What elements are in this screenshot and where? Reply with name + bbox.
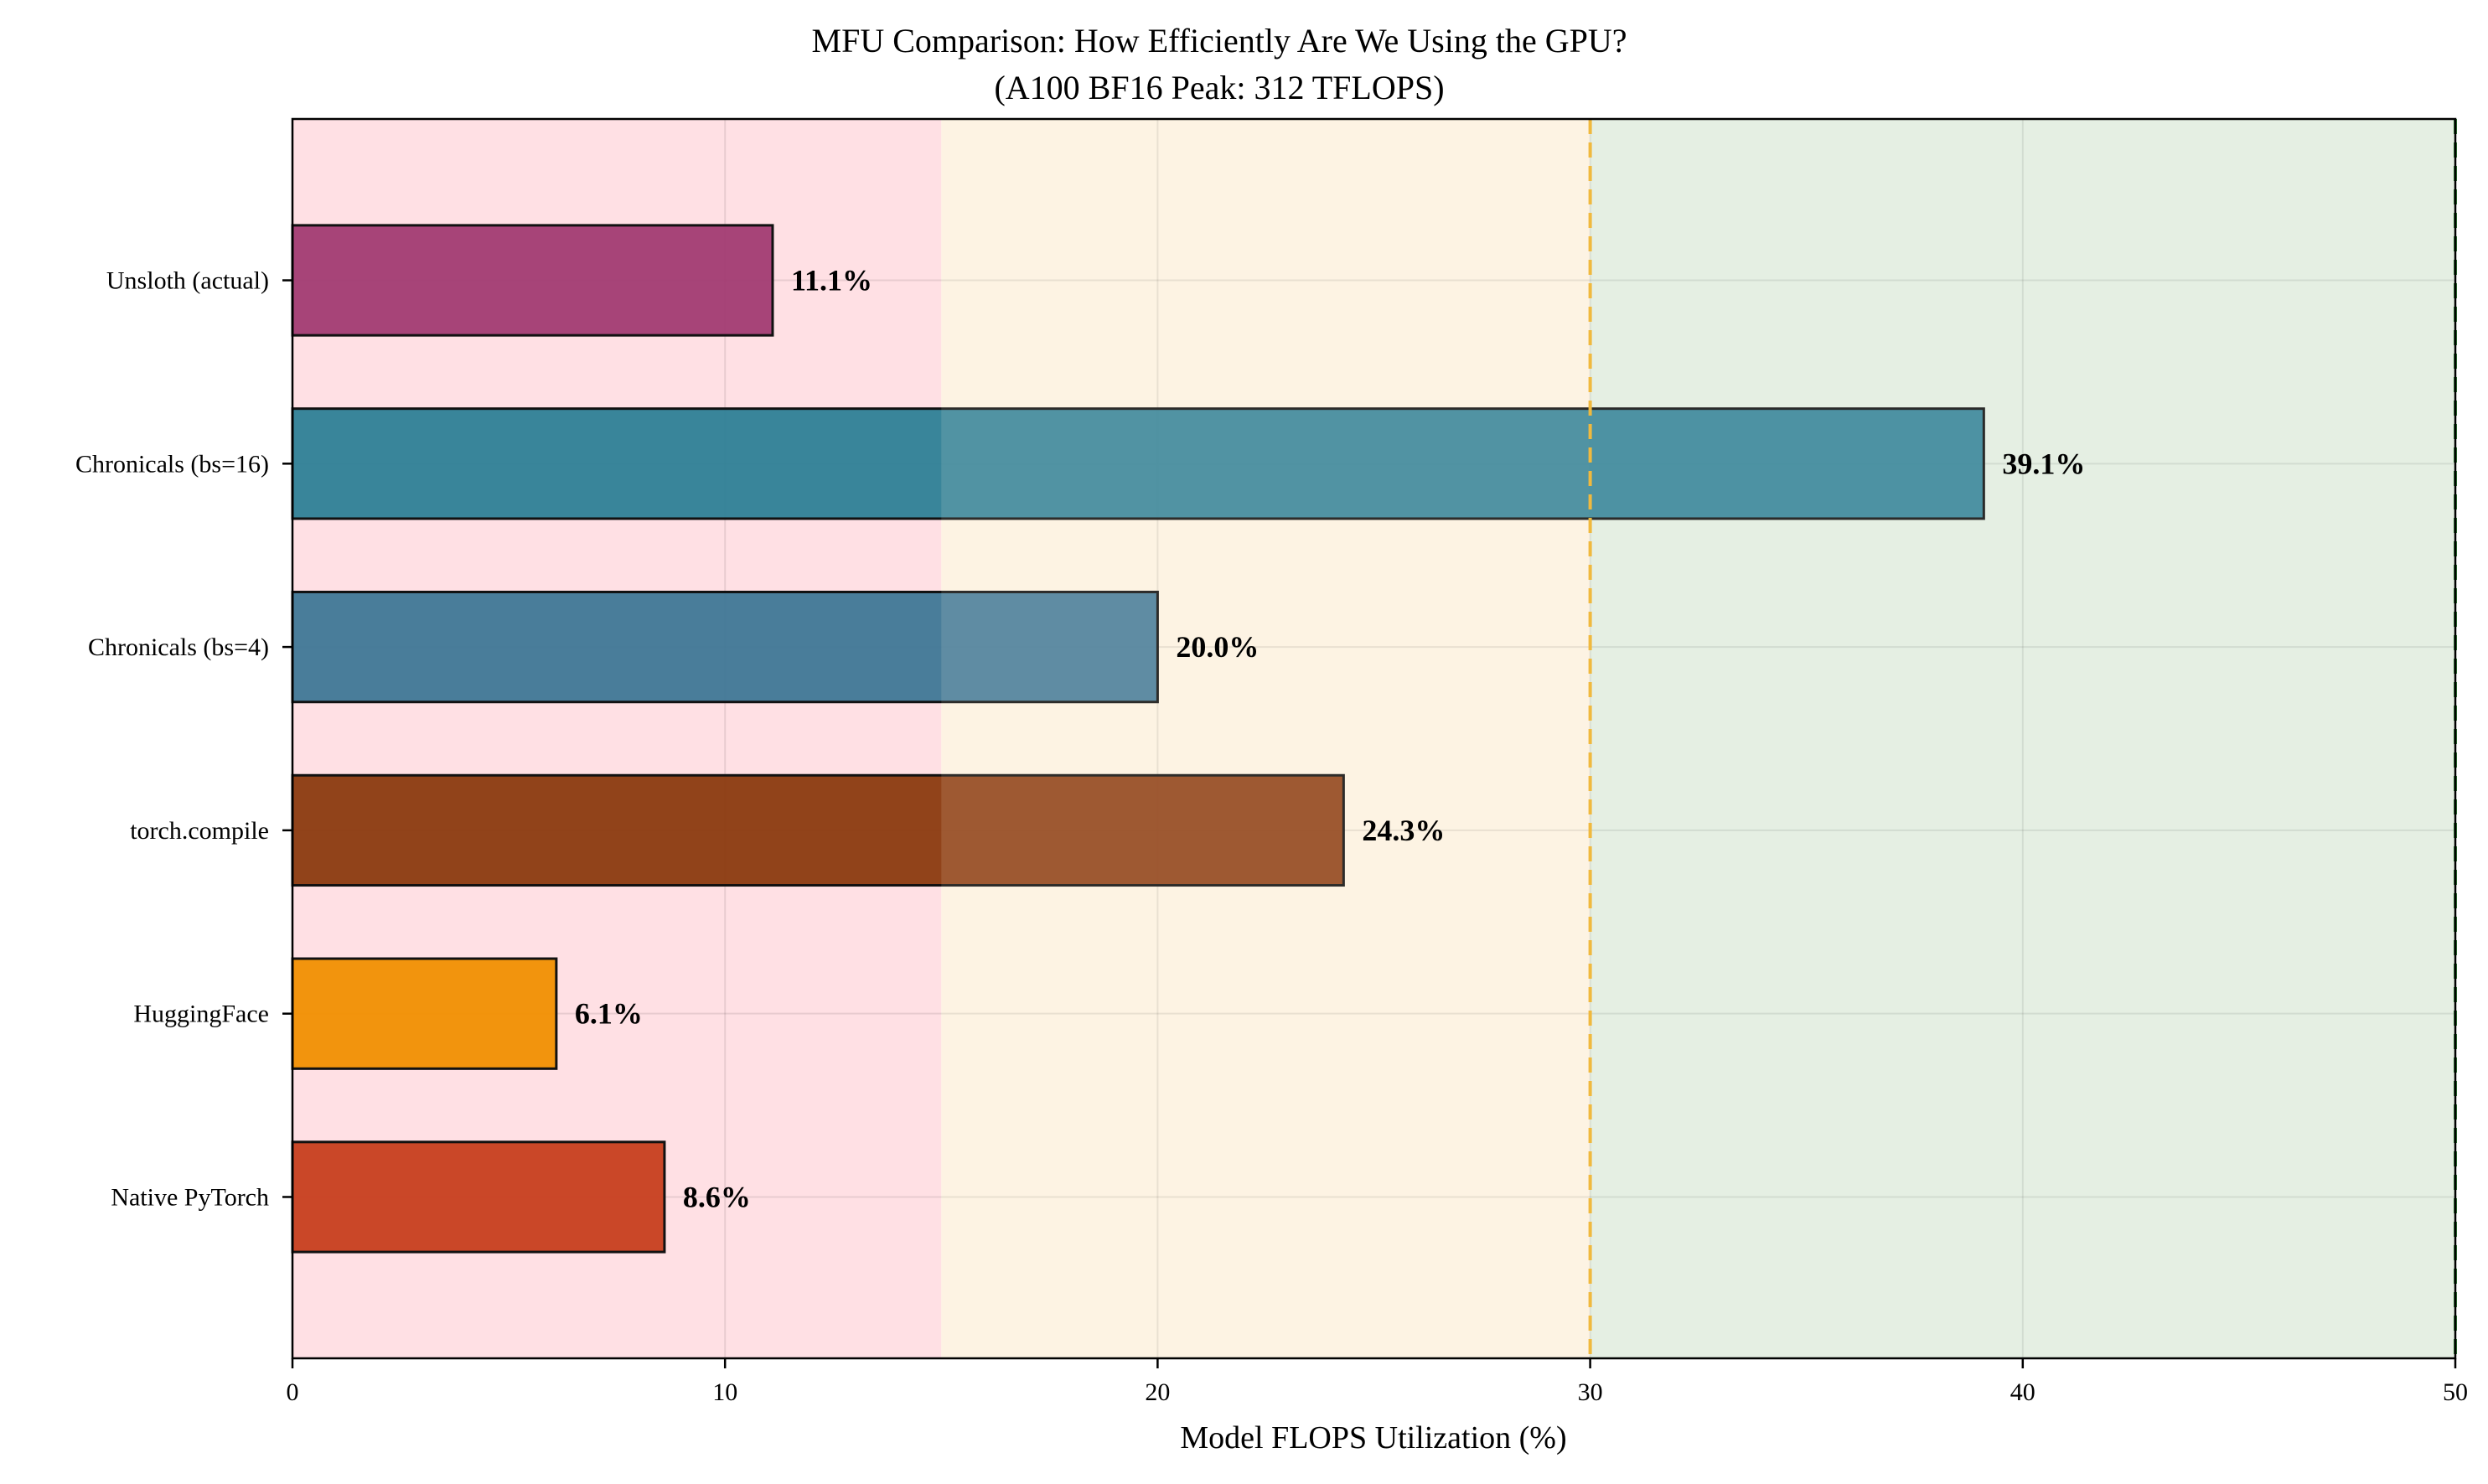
value-label-1: 6.1%: [575, 997, 643, 1031]
band-overlay-1: [941, 119, 1591, 1358]
bars: [291, 119, 2455, 1358]
value-label-4: 39.1%: [2002, 447, 2085, 480]
x-tick-label: 10: [712, 1378, 737, 1406]
chart-subtitle: (A100 BF16 Peak: 312 TFLOPS): [994, 69, 1444, 106]
bar-5: [291, 224, 774, 337]
band-2: [1590, 119, 2455, 1358]
bar-3: [291, 590, 1159, 704]
chart-title: MFU Comparison: How Efficiently Are We U…: [812, 22, 1627, 59]
value-label-3: 20.0%: [1176, 630, 1259, 664]
plot-frame: [291, 117, 2457, 1360]
x-tick-label: 30: [1578, 1378, 1603, 1406]
x-tick-label: 40: [2010, 1378, 2035, 1406]
y-tick-label: Chronicals (bs=16): [75, 450, 269, 478]
axes: 0 10 20 30 40 50 Native PyTorch HuggingFace torc…: [75, 117, 2468, 1406]
x-tick-label: 20: [1145, 1378, 1170, 1406]
y-tick-label: HuggingFace: [133, 1001, 269, 1028]
band-1: [941, 119, 1591, 1358]
bar-4: [291, 407, 1985, 520]
y-tick-label: Chronicals (bs=4): [88, 633, 269, 661]
data-labels: 8.6% 6.1% 24.3% 20.0% 39.1% 11.1%: [575, 264, 2085, 1214]
bar-2: [291, 773, 1345, 887]
y-tick-label: torch.compile: [130, 817, 269, 845]
x-tick-label: 50: [2443, 1378, 2468, 1406]
bar-0: [291, 1140, 666, 1254]
value-label-5: 11.1%: [791, 264, 872, 297]
y-tick-label: Unsloth (actual): [106, 267, 269, 295]
x-axis-label: Model FLOPS Utilization (%): [1180, 1420, 1566, 1456]
value-label-0: 8.6%: [683, 1180, 751, 1213]
bar-1: [291, 957, 558, 1070]
y-tick-label: Native PyTorch: [111, 1183, 269, 1211]
band-overlay-2: [1590, 119, 2455, 1358]
value-label-2: 24.3%: [1362, 814, 1445, 847]
x-tick-label: 0: [287, 1378, 299, 1406]
